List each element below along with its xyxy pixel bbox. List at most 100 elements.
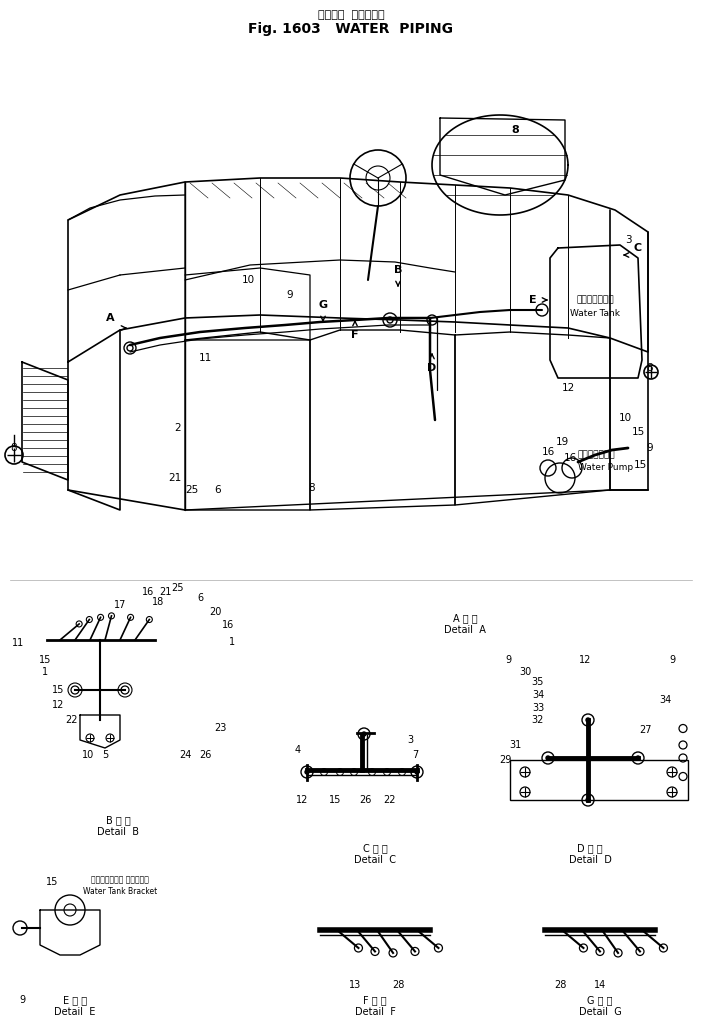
Text: ウォータタンク ブラケット: ウォータタンク ブラケット xyxy=(91,876,149,885)
Text: 12: 12 xyxy=(296,795,308,805)
Text: Fig. 1603   WATER  PIPING: Fig. 1603 WATER PIPING xyxy=(249,22,453,36)
Text: 8: 8 xyxy=(11,443,18,453)
Text: 14: 14 xyxy=(594,980,606,990)
Text: 8: 8 xyxy=(309,483,315,493)
Text: 12: 12 xyxy=(579,655,591,665)
Text: 32: 32 xyxy=(532,715,544,725)
Text: 34: 34 xyxy=(659,695,671,705)
Circle shape xyxy=(546,756,550,760)
Text: 25: 25 xyxy=(172,583,184,593)
Text: 20: 20 xyxy=(208,607,221,617)
Text: 22: 22 xyxy=(66,715,78,725)
Text: 16: 16 xyxy=(564,453,576,463)
Text: Detail  B: Detail B xyxy=(97,827,139,837)
Text: Detail  F: Detail F xyxy=(355,1007,395,1017)
Circle shape xyxy=(636,756,640,760)
Text: 3: 3 xyxy=(407,735,413,745)
Text: 2: 2 xyxy=(175,423,181,433)
Text: ウォータ  パイピング: ウォータ パイピング xyxy=(318,10,384,20)
Text: 15: 15 xyxy=(329,795,341,805)
Text: Water Pump: Water Pump xyxy=(578,463,633,472)
Text: 16: 16 xyxy=(541,447,555,457)
Text: 15: 15 xyxy=(46,877,58,887)
Text: Detail  C: Detail C xyxy=(354,855,396,865)
Text: F 詳 図: F 詳 図 xyxy=(363,995,387,1005)
Text: 18: 18 xyxy=(152,597,164,607)
Text: 10: 10 xyxy=(82,750,94,760)
Text: 27: 27 xyxy=(639,725,651,735)
Text: 29: 29 xyxy=(499,755,511,765)
Text: 8: 8 xyxy=(511,125,519,135)
Text: 13: 13 xyxy=(349,980,361,990)
Text: 16: 16 xyxy=(142,587,154,597)
Text: 31: 31 xyxy=(509,740,521,750)
Circle shape xyxy=(586,799,590,802)
Text: 7: 7 xyxy=(412,750,418,760)
Text: 17: 17 xyxy=(114,600,126,610)
Text: 26: 26 xyxy=(359,795,371,805)
Text: Water Tank Bracket: Water Tank Bracket xyxy=(83,887,157,895)
Text: 15: 15 xyxy=(633,460,647,470)
Text: 15: 15 xyxy=(631,427,644,437)
Text: Detail  G: Detail G xyxy=(578,1007,621,1017)
Text: D 詳 図: D 詳 図 xyxy=(577,843,603,853)
Text: 21: 21 xyxy=(168,473,182,483)
Circle shape xyxy=(586,718,590,722)
Text: 23: 23 xyxy=(214,723,226,733)
Text: 28: 28 xyxy=(392,980,404,990)
Text: 1: 1 xyxy=(229,637,235,647)
Text: 8: 8 xyxy=(647,363,654,372)
Text: 33: 33 xyxy=(532,703,544,713)
Text: 11: 11 xyxy=(12,638,24,648)
Text: A: A xyxy=(106,313,114,323)
Text: 5: 5 xyxy=(102,750,108,760)
Text: Detail  A: Detail A xyxy=(444,625,486,635)
Text: F: F xyxy=(351,330,359,340)
Text: 15: 15 xyxy=(52,685,64,695)
Circle shape xyxy=(415,770,419,774)
Text: 6: 6 xyxy=(215,485,221,495)
Text: 9: 9 xyxy=(647,443,654,453)
Text: 12: 12 xyxy=(562,383,575,393)
Text: B: B xyxy=(394,265,402,275)
Text: 35: 35 xyxy=(532,677,544,687)
Text: D: D xyxy=(428,363,437,372)
Text: 30: 30 xyxy=(519,667,531,677)
Text: 19: 19 xyxy=(555,437,569,447)
Text: 25: 25 xyxy=(185,485,199,495)
Text: 9: 9 xyxy=(286,290,293,300)
Text: ウォータポンプ: ウォータポンプ xyxy=(578,451,616,460)
Text: E 詳 図: E 詳 図 xyxy=(63,995,87,1005)
Text: C: C xyxy=(634,243,642,253)
Text: 26: 26 xyxy=(199,750,211,760)
Text: 15: 15 xyxy=(39,655,51,665)
Text: 10: 10 xyxy=(241,275,255,285)
Text: G: G xyxy=(319,300,328,310)
Text: 12: 12 xyxy=(52,700,64,710)
Text: Detail  E: Detail E xyxy=(54,1007,95,1017)
Text: 16: 16 xyxy=(222,620,234,630)
Circle shape xyxy=(305,770,309,774)
Text: A 詳 図: A 詳 図 xyxy=(453,613,477,623)
Text: 1: 1 xyxy=(42,667,48,677)
Text: 9: 9 xyxy=(669,655,675,665)
Text: Detail  D: Detail D xyxy=(569,855,611,865)
Text: 10: 10 xyxy=(618,413,632,423)
Text: 22: 22 xyxy=(384,795,396,805)
Text: 24: 24 xyxy=(179,750,191,760)
Text: G 詳 図: G 詳 図 xyxy=(588,995,613,1005)
Text: 11: 11 xyxy=(199,353,211,363)
Text: 9: 9 xyxy=(505,655,511,665)
Text: 9: 9 xyxy=(19,995,25,1005)
Text: Water Tank: Water Tank xyxy=(570,309,620,318)
Circle shape xyxy=(362,732,366,736)
Text: 28: 28 xyxy=(554,980,567,990)
Text: 3: 3 xyxy=(625,235,631,245)
Text: C 詳 図: C 詳 図 xyxy=(363,843,388,853)
Text: 4: 4 xyxy=(295,745,301,755)
Text: 6: 6 xyxy=(197,593,203,603)
Text: ウォータタンク: ウォータタンク xyxy=(576,295,614,305)
Text: 21: 21 xyxy=(159,587,171,597)
Text: B 詳 図: B 詳 図 xyxy=(105,815,131,825)
Text: 34: 34 xyxy=(532,690,544,700)
